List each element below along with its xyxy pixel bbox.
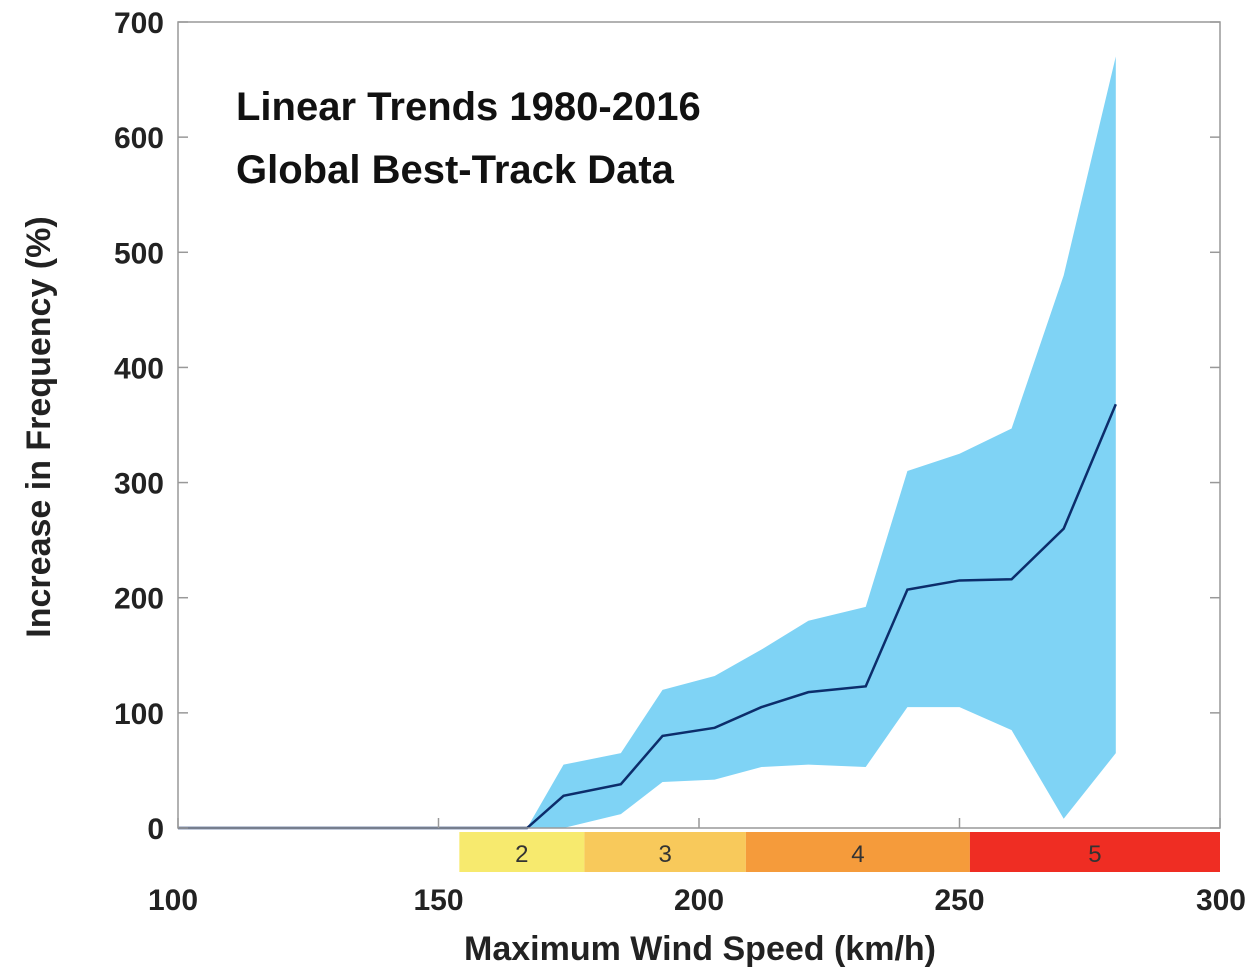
x-tick-label: 300 <box>1196 884 1246 917</box>
confidence-band <box>527 56 1116 829</box>
category-2-label: 2 <box>515 841 528 868</box>
y-tick-label: 400 <box>114 352 164 385</box>
y-tick-label: 700 <box>114 7 164 40</box>
y-tick-label: 0 <box>147 813 164 846</box>
x-tick-labels: 100 150 200 250 300 <box>148 818 1246 917</box>
y-tick-label: 500 <box>114 237 164 270</box>
y-tick-labels: 0 100 200 300 400 500 600 700 <box>114 7 1220 846</box>
y-tick-label: 100 <box>114 698 164 731</box>
category-3-label: 3 <box>658 841 671 868</box>
category-2-segment <box>459 832 585 872</box>
category-4-segment <box>745 832 970 872</box>
chart-title-line-1: Linear Trends 1980-2016 <box>236 85 701 129</box>
y-tick-label: 200 <box>114 583 164 616</box>
trend-line <box>178 403 1117 830</box>
chart-title-line-2: Global Best-Track Data <box>236 148 675 192</box>
x-tick-label: 250 <box>934 884 984 917</box>
category-4-label: 4 <box>851 841 864 868</box>
category-5-segment <box>969 832 1220 872</box>
x-tick-label: 100 <box>148 884 198 917</box>
category-3-segment <box>584 832 746 872</box>
y-tick-label: 300 <box>114 468 164 501</box>
category-bar: 2 3 4 5 <box>459 832 1220 872</box>
confidence-band-layer <box>527 56 1116 829</box>
y-tick-label: 600 <box>114 122 164 155</box>
trend-line-layer <box>178 403 1117 830</box>
category-5-label: 5 <box>1088 841 1101 868</box>
x-tick-label: 200 <box>674 884 724 917</box>
x-axis-label: Maximum Wind Speed (km/h) <box>464 930 936 968</box>
y-axis-label: Increase in Frequency (%) <box>20 216 58 637</box>
x-tick-label: 150 <box>413 884 463 917</box>
